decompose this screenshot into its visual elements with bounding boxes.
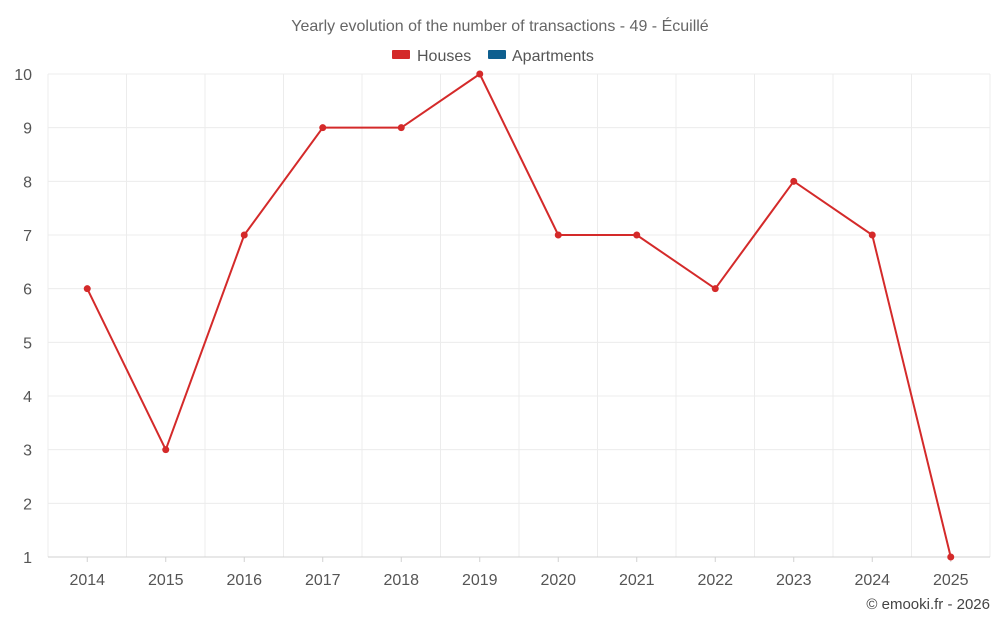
legend-label-houses: Houses: [417, 48, 471, 65]
data-point-houses-2025[interactable]: [947, 553, 955, 561]
series: [83, 70, 955, 561]
data-point-houses-2015[interactable]: [162, 446, 170, 454]
data-point-houses-2018[interactable]: [397, 124, 405, 132]
x-tick-label: 2023: [776, 572, 812, 589]
chart-title: Yearly evolution of the number of transa…: [291, 16, 709, 35]
data-point-houses-2024[interactable]: [868, 231, 876, 239]
legend-swatch-houses: [392, 50, 410, 59]
series-line-houses: [86, 72, 952, 558]
data-point-houses-2020[interactable]: [554, 231, 562, 239]
y-tick-label: 4: [23, 389, 32, 406]
legend: Houses Apartments: [392, 48, 594, 65]
legend-label-apartments: Apartments: [512, 48, 594, 65]
y-tick-label: 6: [23, 282, 32, 299]
x-tick-label: 2016: [226, 572, 262, 589]
y-tick-label: 8: [23, 174, 32, 191]
data-point-houses-2019[interactable]: [476, 70, 484, 78]
data-point-houses-2014[interactable]: [83, 285, 91, 293]
y-tick-label: 2: [23, 496, 32, 513]
data-point-houses-2021[interactable]: [633, 231, 641, 239]
y-tick-label: 9: [23, 121, 32, 138]
x-tick-label: 2025: [933, 572, 969, 589]
legend-item-apartments[interactable]: Apartments: [488, 48, 594, 65]
x-tick-label: 2021: [619, 572, 655, 589]
x-tick-label: 2014: [69, 572, 105, 589]
x-tick-label: 2018: [383, 572, 419, 589]
data-point-houses-2023[interactable]: [790, 177, 798, 185]
y-tick-label: 3: [23, 443, 32, 460]
legend-item-houses[interactable]: Houses: [392, 48, 471, 65]
data-point-houses-2017[interactable]: [319, 124, 327, 132]
x-axis-ticks: 2014 2015 2016 2017 2018 2019 2020 2021 2022 2023…: [69, 572, 968, 589]
x-tick-label: 2022: [697, 572, 733, 589]
grid: [47, 73, 991, 557]
x-tick-label: 2015: [148, 572, 184, 589]
data-point-houses-2016[interactable]: [240, 231, 248, 239]
legend-swatch-apartments: [488, 50, 506, 59]
axes: [48, 556, 990, 562]
x-tick-label: 2019: [462, 572, 498, 589]
y-tick-label: 1: [23, 550, 32, 567]
credit-text: © emooki.fr - 2026: [866, 596, 990, 613]
data-point-houses-2022[interactable]: [711, 285, 719, 293]
x-tick-label: 2024: [854, 572, 890, 589]
y-tick-label: 5: [23, 335, 32, 352]
y-axis-ticks: 1 2 3 4 5 6 7 8 9 10: [14, 67, 32, 567]
x-tick-label: 2020: [540, 572, 576, 589]
y-tick-label: 7: [23, 228, 32, 245]
y-tick-label: 10: [14, 67, 32, 84]
x-tick-label: 2017: [305, 572, 341, 589]
